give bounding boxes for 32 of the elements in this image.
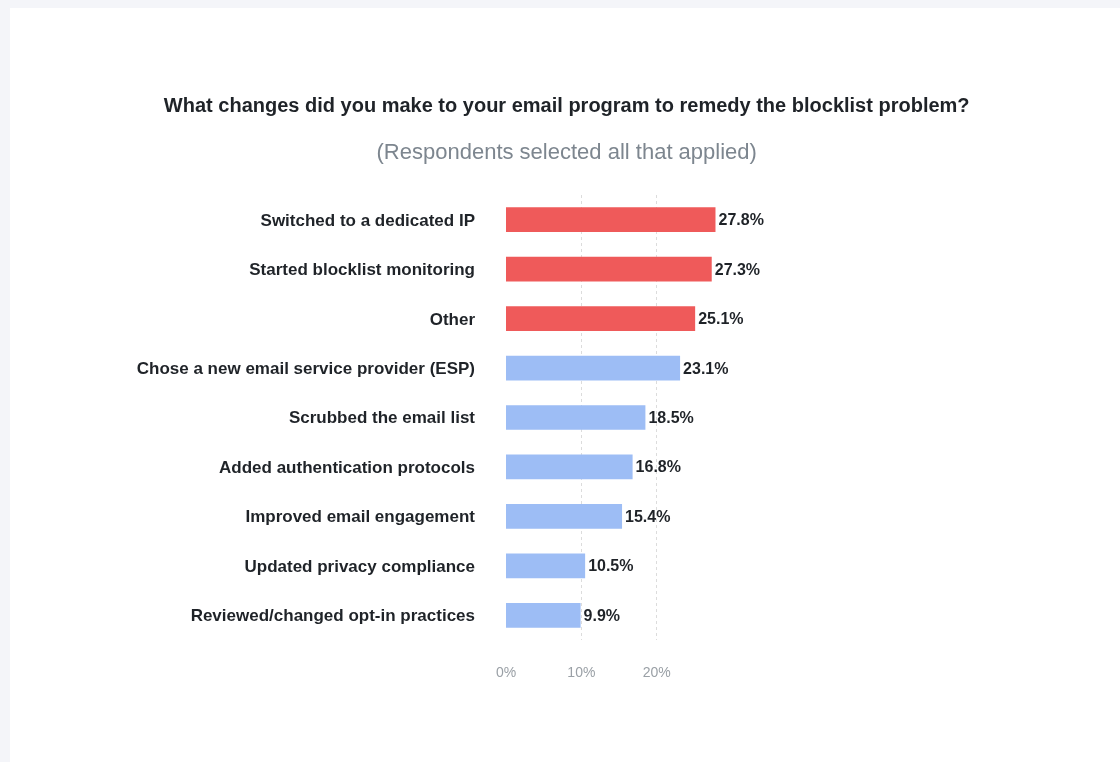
data-label: 27.3% xyxy=(714,260,761,278)
y-tick-label: Started blocklist monitoring xyxy=(249,260,475,280)
bar xyxy=(506,602,581,628)
y-tick-label: Scrubbed the email list xyxy=(288,408,476,428)
y-tick-label: Switched to a dedicated IP xyxy=(260,210,475,230)
data-label: 16.8% xyxy=(635,458,681,476)
data-label: 27.8% xyxy=(718,211,764,229)
y-tick-label: Improved email engagement xyxy=(245,507,476,527)
y-tick-label: Reviewed/changed opt-in practices xyxy=(190,606,475,626)
y-tick-label: Other xyxy=(429,309,476,329)
x-tick-label: 20% xyxy=(642,664,671,680)
bar xyxy=(506,405,646,430)
data-label: 18.5% xyxy=(648,409,694,426)
bar xyxy=(506,454,633,480)
y-tick-label: Added authentication protocols xyxy=(219,457,475,477)
chart-subtitle: (Respondents selected all that applied) xyxy=(376,139,757,165)
bar xyxy=(506,256,712,282)
bar xyxy=(506,355,681,381)
y-tick-label: Updated privacy compliance xyxy=(244,556,475,576)
bar xyxy=(506,306,696,331)
bar xyxy=(506,504,623,529)
data-label: 10.5% xyxy=(588,557,634,575)
data-label: 15.4% xyxy=(625,507,671,525)
y-tick-label: Chose a new email service provider (ESP) xyxy=(136,359,475,379)
data-label: 9.9% xyxy=(583,606,621,624)
bar xyxy=(506,207,716,233)
x-tick-label: 10% xyxy=(567,664,596,680)
chart-title: What changes did you make to your email program to remedy the blocklist problem? xyxy=(163,94,970,117)
data-label: 23.1% xyxy=(683,359,729,377)
x-tick-label: 0% xyxy=(495,664,517,680)
bar xyxy=(506,553,586,579)
data-label: 25.1% xyxy=(698,310,744,328)
